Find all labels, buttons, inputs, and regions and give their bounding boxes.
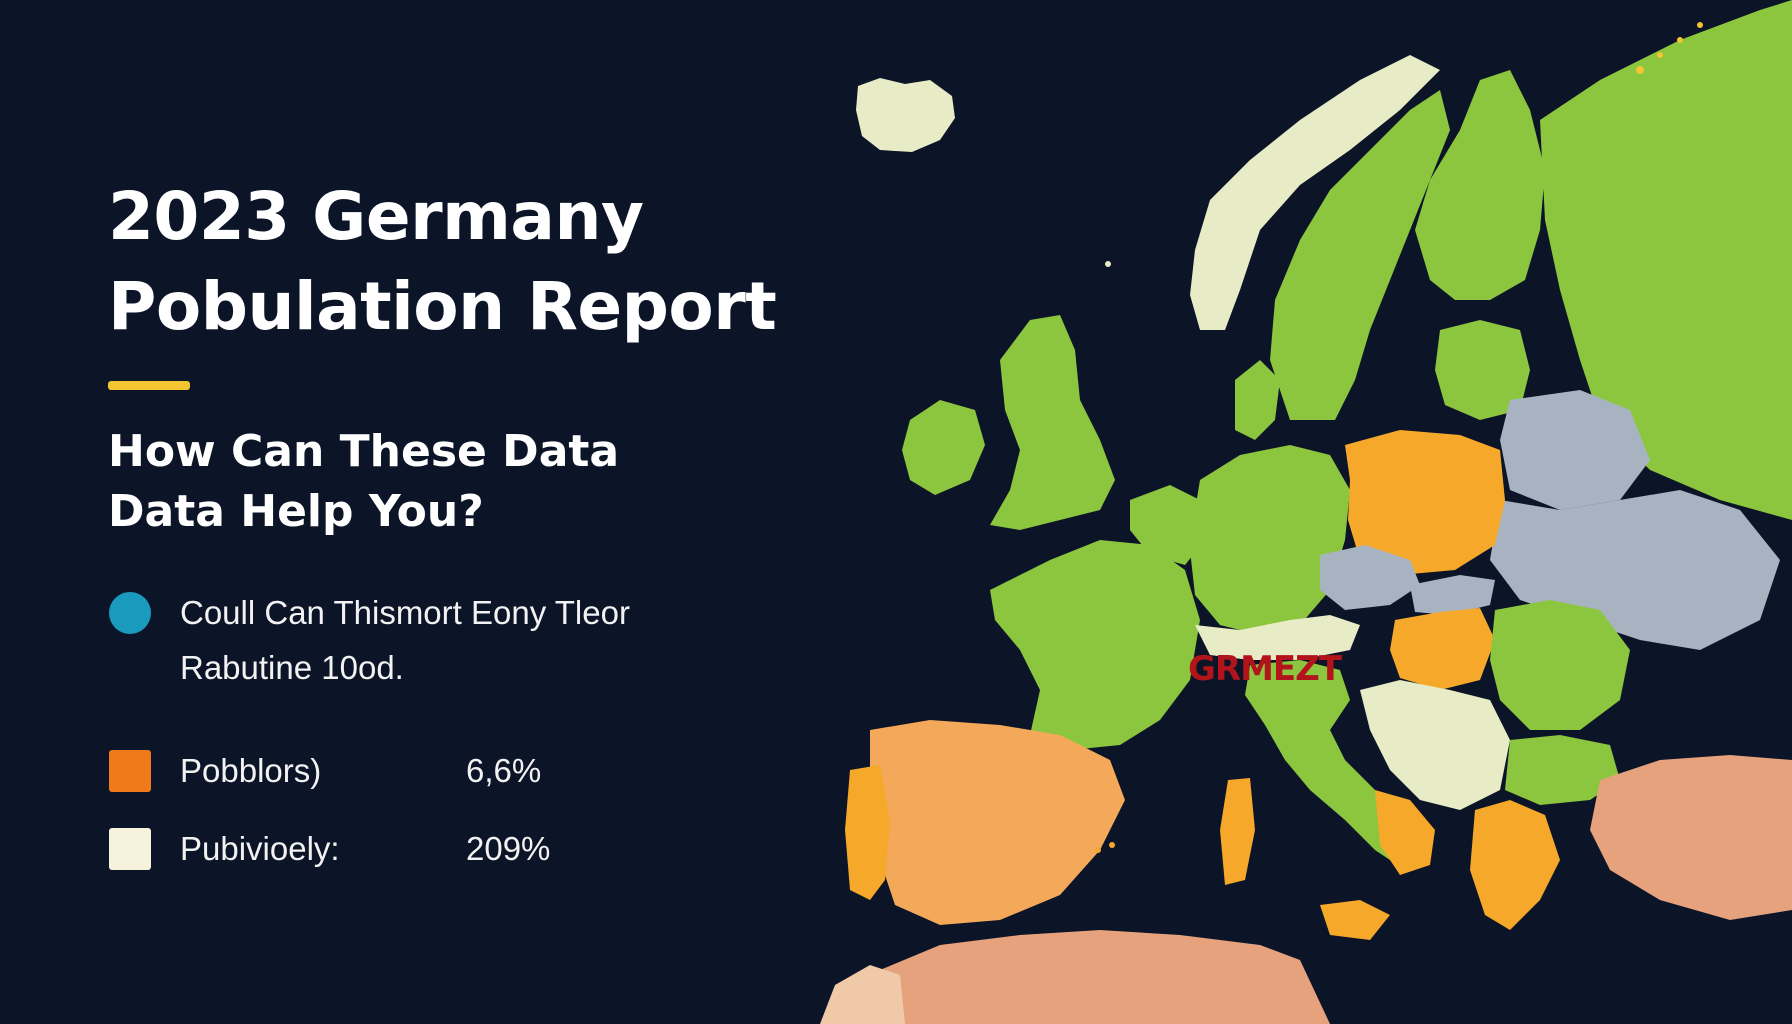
map-island <box>1677 37 1683 43</box>
title-line-1: 2023 Germany <box>108 178 644 255</box>
map-region-belarus <box>1500 390 1650 510</box>
legend-item-3-label: Pubivioely: <box>180 830 340 867</box>
legend-item-3-value: 209% <box>466 830 551 867</box>
map-region-germany <box>1190 445 1350 635</box>
legend-swatch-cream <box>109 828 151 870</box>
section-subtitle: How Can These Data Data Help You? <box>108 422 619 542</box>
map-region-north-africa-west <box>820 965 905 1024</box>
map-region-portugal <box>845 765 890 900</box>
map-region-poland <box>1345 430 1505 575</box>
subtitle-line-2: Data Help You? <box>108 486 484 537</box>
map-island <box>1636 66 1644 74</box>
map-region-finland <box>1415 70 1545 300</box>
map-region-benelux <box>1130 485 1205 565</box>
map-highlight-label: GRMEZT <box>1188 649 1343 689</box>
legend-item-1-line-2: Rabutine 10od. <box>180 649 404 686</box>
map-region-sweden <box>1270 90 1450 420</box>
title-line-2: Pobulation Report <box>108 268 777 345</box>
map-region-czech <box>1320 545 1420 610</box>
map-region-denmark <box>1235 360 1280 440</box>
map-region-iceland <box>856 78 955 152</box>
map-region-slovakia <box>1410 575 1495 615</box>
map-region-norway <box>1190 55 1440 330</box>
map-region-france <box>990 540 1200 750</box>
map-island <box>1657 52 1663 58</box>
map-island <box>1105 261 1111 267</box>
map-region-turkey <box>1590 755 1792 920</box>
map-region-hungary <box>1390 608 1495 690</box>
map-region-bulgaria <box>1505 735 1620 805</box>
legend-dot-teal <box>109 592 151 634</box>
map-region-balkans <box>1360 680 1510 810</box>
accent-divider <box>108 381 190 390</box>
map-region-romania <box>1490 600 1630 730</box>
map-region-ireland <box>902 400 985 495</box>
legend-swatch-orange <box>109 750 151 792</box>
report-info-panel: 2023 Germany Pobulation Report How Can T… <box>0 0 880 1024</box>
map-region-alpine <box>1195 615 1360 660</box>
map-region-russia <box>1540 0 1792 520</box>
legend-item-1-line-1: Coull Can Thismort Eony Tleor <box>180 594 630 631</box>
subtitle-line-1: How Can These Data <box>108 426 620 477</box>
map-region-spain <box>870 720 1125 925</box>
legend-item-2-value: 6,6% <box>466 752 542 789</box>
map-region-north-africa <box>870 930 1330 1024</box>
map-region-sicily <box>1320 900 1390 940</box>
map-region-baltics <box>1435 320 1530 420</box>
map-region-britain <box>990 315 1115 530</box>
map-island <box>1109 842 1115 848</box>
map-island <box>1697 22 1703 28</box>
map-region-greece <box>1470 800 1560 930</box>
map-region-italy-south <box>1375 790 1435 875</box>
map-region-sardinia <box>1220 778 1255 885</box>
legend-item-2-label: Pobblors) <box>180 752 322 789</box>
page-title: 2023 Germany Pobulation Report <box>108 172 777 352</box>
map-island <box>1095 847 1101 853</box>
